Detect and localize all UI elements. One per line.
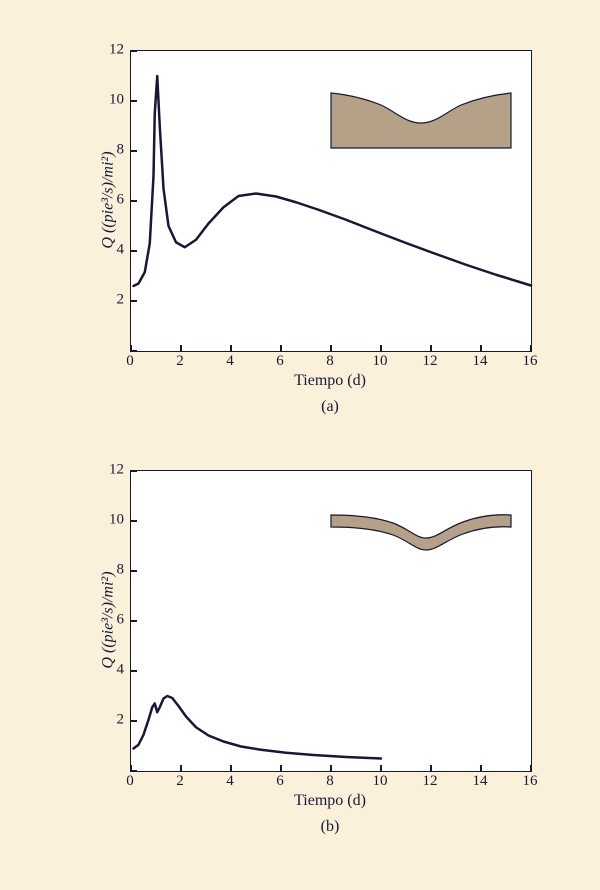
- ytick-label: 8: [84, 143, 124, 158]
- chart-panel-a: Q ((pie³/s)/mi²) Tiempo (d) (a) 24681012…: [50, 30, 550, 425]
- xtick-label: 8: [315, 774, 345, 789]
- xlabel-b: Tiempo (d): [130, 792, 530, 810]
- ytick-label: 6: [84, 613, 124, 628]
- xtick-label: 14: [465, 354, 495, 369]
- xtick-label: 14: [465, 774, 495, 789]
- ytick-label: 12: [84, 463, 124, 478]
- chart-panel-b: Q ((pie³/s)/mi²) Tiempo (d) (b) 24681012…: [50, 450, 550, 845]
- cross-section-inset-b: [331, 513, 511, 553]
- ytick-label: 10: [84, 513, 124, 528]
- ytick-label: 10: [84, 93, 124, 108]
- ytick-label: 2: [84, 293, 124, 308]
- xtick-label: 4: [215, 774, 245, 789]
- xtick-label: 16: [515, 774, 545, 789]
- xtick-label: 4: [215, 354, 245, 369]
- caption-b: (b): [130, 818, 530, 836]
- ytick-label: 6: [84, 193, 124, 208]
- ytick-label: 4: [84, 243, 124, 258]
- xtick-label: 10: [365, 774, 395, 789]
- figure-page: Q ((pie³/s)/mi²) Tiempo (d) (a) 24681012…: [0, 0, 600, 890]
- xtick-label: 12: [415, 354, 445, 369]
- xtick-label: 16: [515, 354, 545, 369]
- cross-section-inset-a: [331, 93, 511, 153]
- xlabel-a: Tiempo (d): [130, 372, 530, 390]
- xtick-label: 2: [165, 774, 195, 789]
- ytick-label: 12: [84, 43, 124, 58]
- ytick-label: 4: [84, 663, 124, 678]
- plot-area-b: [130, 470, 532, 772]
- xtick-label: 10: [365, 354, 395, 369]
- xtick-label: 0: [115, 774, 145, 789]
- ytick-label: 8: [84, 563, 124, 578]
- xtick-label: 2: [165, 354, 195, 369]
- caption-a: (a): [130, 398, 530, 416]
- xtick-label: 8: [315, 354, 345, 369]
- ytick-label: 2: [84, 713, 124, 728]
- plot-area-a: [130, 50, 532, 352]
- xtick-label: 12: [415, 774, 445, 789]
- xtick-label: 0: [115, 354, 145, 369]
- xtick-label: 6: [265, 354, 295, 369]
- xtick-label: 6: [265, 774, 295, 789]
